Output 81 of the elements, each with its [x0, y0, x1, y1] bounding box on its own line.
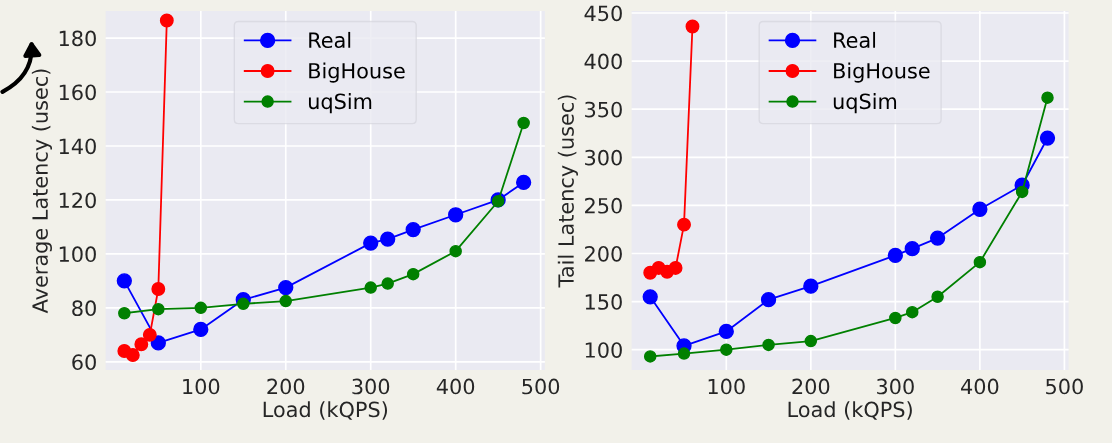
- y-tick-label: 180: [59, 30, 96, 47]
- point: [972, 201, 988, 217]
- point: [720, 343, 733, 356]
- legend-label: BigHouse: [834, 62, 930, 83]
- point: [279, 294, 293, 308]
- y-tick-label: 200: [585, 245, 622, 262]
- point: [381, 277, 394, 290]
- point: [237, 297, 250, 311]
- point: [1041, 91, 1054, 104]
- point: [118, 306, 131, 320]
- y-tick-label: 300: [585, 149, 622, 166]
- point: [448, 207, 464, 223]
- x-tick-label: 400: [961, 378, 999, 395]
- y-axis-title: Average Latency (usec): [31, 69, 52, 314]
- y-tick-label: 100: [59, 246, 96, 263]
- point: [668, 260, 683, 275]
- x-tick-label: 400: [436, 378, 475, 395]
- y-tick-label: 400: [584, 53, 622, 70]
- point: [116, 273, 132, 289]
- y-tick-label: 350: [585, 101, 622, 118]
- point: [405, 221, 421, 238]
- y-tick-label: 60: [72, 354, 96, 371]
- point: [516, 174, 532, 191]
- point: [931, 290, 944, 304]
- legend-label: uqSim: [308, 93, 372, 114]
- point: [677, 347, 691, 360]
- point: [194, 301, 208, 315]
- point: [134, 337, 149, 352]
- point: [973, 255, 987, 269]
- point: [193, 321, 209, 338]
- legend-label: BigHouse: [309, 62, 405, 83]
- point: [159, 13, 174, 28]
- point: [906, 305, 919, 319]
- x-tick-label: 300: [352, 378, 390, 395]
- x-tick-label: 200: [267, 378, 305, 395]
- legend-label: Real: [309, 31, 351, 49]
- x-axis-title: Load (kQPS): [263, 401, 388, 420]
- point: [929, 230, 946, 246]
- point: [677, 217, 691, 232]
- point: [642, 289, 658, 305]
- point: [1039, 130, 1056, 146]
- y-tick-label: 120: [59, 192, 96, 209]
- point: [278, 279, 294, 296]
- point: [887, 247, 903, 264]
- x-tick-label: 500: [1046, 378, 1083, 395]
- point: [517, 116, 530, 130]
- x-tick-label: 100: [183, 378, 220, 395]
- point: [804, 334, 818, 348]
- point: [762, 338, 775, 352]
- y-axis-title: Tail Latency (usec): [557, 95, 578, 288]
- legend-label: uqSim: [833, 93, 897, 114]
- point: [380, 231, 396, 247]
- point: [803, 278, 819, 294]
- point: [406, 267, 420, 281]
- y-tick-label: 140: [59, 138, 96, 155]
- x-tick-label: 300: [877, 378, 914, 395]
- point: [889, 311, 902, 325]
- point: [142, 327, 157, 342]
- point: [151, 282, 166, 296]
- point: [718, 323, 734, 340]
- legend-label: Real: [834, 31, 876, 49]
- point: [904, 241, 920, 257]
- y-tick-label: 250: [585, 197, 622, 214]
- y-tick-label: 450: [584, 5, 622, 22]
- x-tick-label: 500: [522, 378, 560, 395]
- y-tick-label: 160: [59, 84, 96, 101]
- x-tick-label: 200: [792, 378, 830, 395]
- point: [760, 292, 777, 308]
- point: [125, 348, 140, 363]
- point: [363, 235, 379, 251]
- point: [152, 302, 165, 316]
- point: [685, 19, 700, 34]
- point: [449, 244, 462, 258]
- x-tick-label: 100: [708, 378, 745, 395]
- y-tick-label: 150: [585, 294, 622, 310]
- point: [364, 281, 377, 294]
- point: [1015, 185, 1029, 199]
- y-tick-label: 80: [72, 300, 96, 317]
- x-axis-title: Load (kQPS): [788, 401, 912, 420]
- point: [643, 350, 657, 363]
- y-tick-label: 100: [585, 342, 622, 358]
